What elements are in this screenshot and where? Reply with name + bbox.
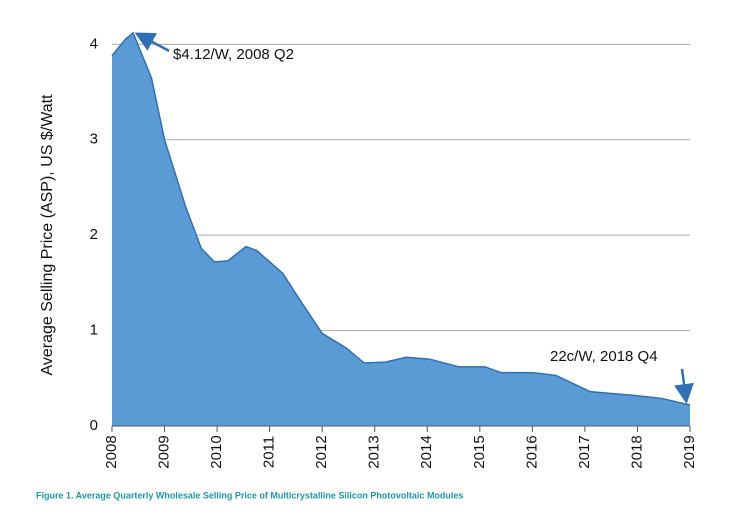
caption: Figure 1. Average Quarterly Wholesale Se… — [36, 490, 463, 500]
x-tick-label: 2010 — [208, 435, 225, 468]
annotation: 22c/W, 2018 Q4 — [550, 348, 658, 365]
y-tick-label: 2 — [90, 226, 98, 243]
y-tick-label: 1 — [90, 322, 98, 339]
x-tick-label: 2016 — [523, 435, 540, 468]
y-tick-label: 4 — [90, 35, 98, 52]
x-tick-label: 2011 — [261, 436, 278, 468]
x-tick-label: 2012 — [313, 435, 330, 468]
x-tick-label: 2013 — [366, 435, 383, 468]
y-tick-label: 3 — [90, 131, 98, 148]
x-tick-label: 2015 — [471, 435, 488, 468]
x-tick-label: 2008 — [103, 435, 120, 468]
x-tick-label: 2019 — [681, 435, 698, 468]
y-axis-label: Average Selling Price (ASP), US $/Watt — [39, 94, 56, 376]
annotation-arrow — [134, 32, 170, 52]
x-tick-label: 2014 — [418, 435, 435, 468]
line — [111, 31, 691, 406]
annotation-arrow — [674, 368, 694, 404]
x-tick-label: 2017 — [576, 435, 593, 468]
annotation: $4.12/W, 2008 Q2 — [173, 46, 294, 63]
y-tick-label: 0 — [90, 417, 98, 434]
x-tick-label: 2009 — [156, 435, 173, 468]
area — [112, 32, 690, 427]
x-tick-label: 2018 — [628, 435, 645, 468]
